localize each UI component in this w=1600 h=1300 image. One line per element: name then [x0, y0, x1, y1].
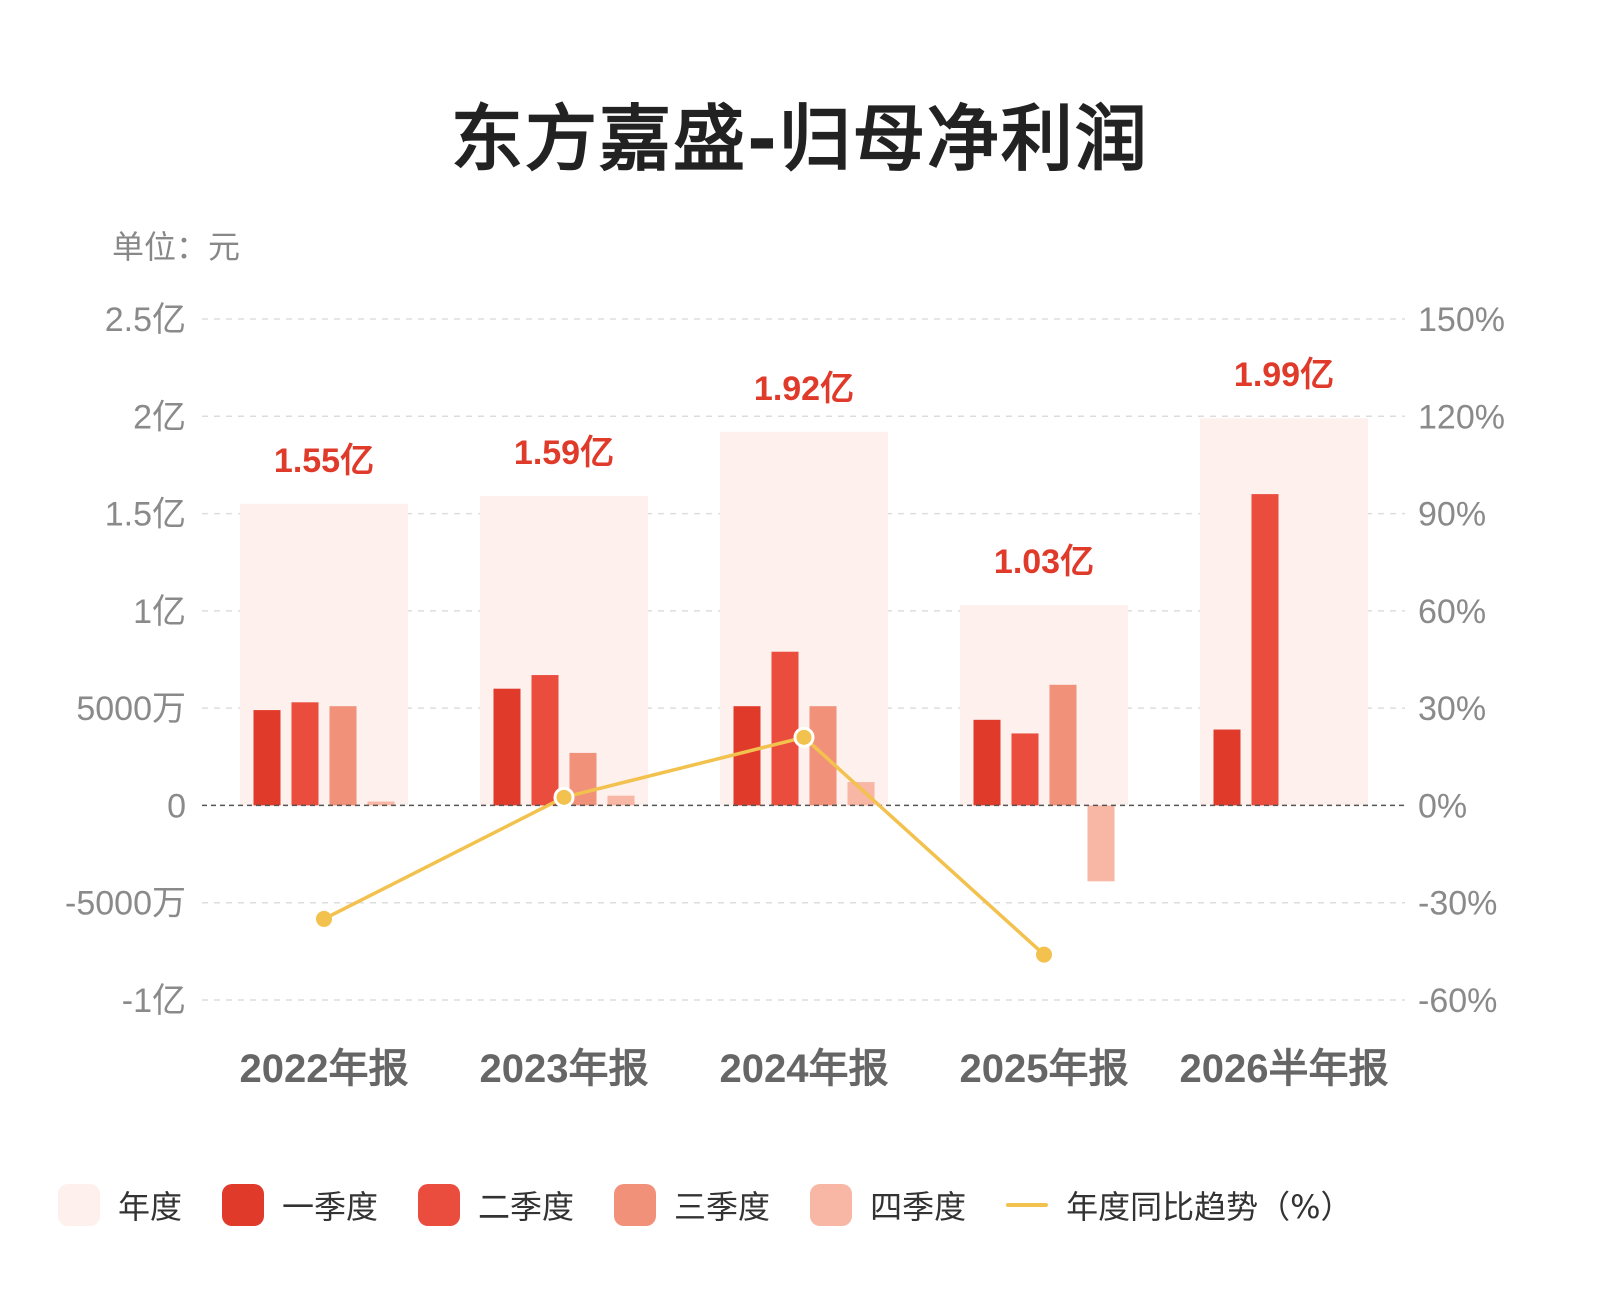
bar-q1 [973, 719, 1001, 806]
bar-q2 [531, 675, 559, 806]
y-left-tick-label: -5000万 [65, 885, 186, 923]
legend: 年度 一季度 二季度 三季度 四季度 年度同比趋势（%） [58, 1182, 1393, 1228]
bar-q4 [1087, 805, 1115, 882]
legend-label: 四季度 [870, 1188, 967, 1226]
bar-q4 [367, 801, 395, 806]
annual-total-label: 1.99亿 [1234, 356, 1334, 394]
y-right-tick-label: 90% [1418, 496, 1486, 534]
y-right-tick-label: -60% [1418, 982, 1497, 1020]
y-right-tick-label: 0% [1418, 787, 1467, 825]
x-category-label: 2024年报 [720, 1047, 889, 1091]
y-right-tick-label: 150% [1418, 301, 1505, 339]
x-category-label: 2022年报 [240, 1047, 409, 1091]
y-right-tick-label: 60% [1418, 593, 1486, 631]
annual-total-label: 1.03亿 [994, 543, 1094, 581]
yoy-point [793, 726, 815, 748]
legend-item-annual: 年度 [58, 1182, 182, 1228]
legend-label: 三季度 [674, 1188, 771, 1226]
y-right-tick-label: 30% [1418, 690, 1486, 728]
bar-q1 [1213, 729, 1241, 806]
x-category-label: 2025年报 [960, 1047, 1129, 1091]
bar-q2 [291, 702, 319, 806]
y-left-tick-label: 2亿 [133, 398, 186, 436]
x-category-label: 2023年报 [480, 1047, 649, 1091]
legend-swatch-q3 [614, 1184, 657, 1226]
bar-q2 [1251, 494, 1279, 806]
bar-q4 [607, 795, 635, 806]
x-category-label: 2026半年报 [1180, 1047, 1389, 1091]
chart-title: 东方嘉盛-归母净利润 [451, 97, 1149, 181]
y-left-tick-label: 5000万 [76, 690, 186, 728]
annual-total-label: 1.59亿 [514, 434, 614, 472]
unit-label: 单位：元 [112, 228, 241, 266]
bar-q1 [253, 710, 281, 806]
legend-swatch-q2 [418, 1184, 461, 1226]
legend-item-q1: 一季度 [222, 1182, 378, 1228]
legend-item-q2: 二季度 [418, 1182, 574, 1228]
bar-q1 [733, 706, 761, 806]
legend-label: 年度 [118, 1188, 183, 1226]
legend-swatch-q1 [222, 1184, 265, 1226]
yoy-trend-line [323, 735, 1046, 956]
yoy-point [1036, 946, 1052, 963]
y-left-tick-label: 2.5亿 [105, 301, 186, 339]
y-left-tick-label: 0 [167, 787, 186, 825]
legend-item-q3: 三季度 [614, 1182, 770, 1228]
legend-item-trend: 年度同比趋势（%） [1006, 1182, 1353, 1228]
bar-q1 [493, 688, 521, 806]
y-right-tick-label: -30% [1418, 885, 1497, 923]
bar-q2 [1011, 733, 1039, 806]
y-left-tick-label: -1亿 [122, 982, 186, 1020]
yoy-point [316, 910, 332, 927]
legend-label: 二季度 [478, 1188, 575, 1226]
y-right-tick-label: 120% [1418, 398, 1505, 436]
yoy-point [553, 786, 575, 808]
legend-label: 一季度 [282, 1188, 379, 1226]
annual-total-label: 1.92亿 [754, 370, 854, 408]
y-left-tick-label: 1.5亿 [105, 496, 186, 534]
legend-item-q4: 四季度 [810, 1182, 966, 1228]
bar-q2 [771, 651, 799, 806]
y-left-tick-label: 1亿 [133, 593, 186, 631]
bar-q3 [329, 706, 357, 806]
legend-swatch-annual [58, 1184, 100, 1226]
legend-swatch-q4 [810, 1184, 853, 1226]
legend-swatch-trend [1006, 1203, 1049, 1207]
annual-total-label: 1.55亿 [274, 442, 374, 480]
legend-label: 年度同比趋势（%） [1066, 1188, 1353, 1226]
bar-q3 [1049, 684, 1077, 806]
bar-q4 [847, 782, 875, 806]
